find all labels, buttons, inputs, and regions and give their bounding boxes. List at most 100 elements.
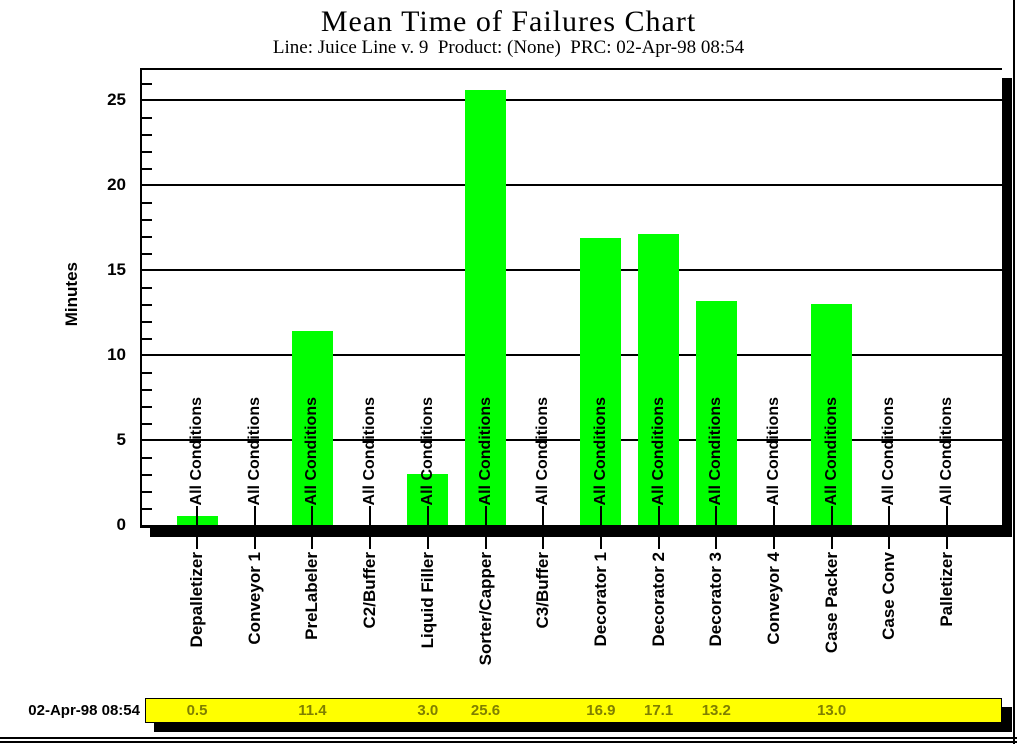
x-category-label: Conveyor 4 [764, 552, 783, 645]
y-minor-tick [142, 304, 152, 306]
page-border-right [1013, 0, 1015, 744]
y-tick-label: 25 [107, 90, 126, 109]
x-category-label: Decorator 1 [590, 552, 610, 647]
y-minor-tick [142, 236, 152, 238]
footer-value: 13.0 [817, 702, 847, 719]
bar-annotation-label: All Conditions [534, 396, 552, 505]
x-category-label: Liquid Filler [417, 552, 437, 649]
bar-annotation-connector [369, 506, 372, 525]
bar-annotation-connector [196, 506, 198, 525]
x-axis-tick [426, 536, 429, 549]
x-category-label: C3/Buffer [533, 552, 553, 629]
bar-annotation-label: All Conditions [361, 396, 379, 505]
x-axis-tick [715, 536, 718, 549]
bar-annotation-label: All Conditions [476, 396, 494, 505]
bar-annotation-connector [599, 506, 602, 525]
x-category-label: Case Packer [821, 552, 841, 654]
chart-subtitle: Line: Juice Line v. 9 Product: (None) PR… [272, 37, 745, 58]
bar-annotation-connector [426, 506, 429, 525]
bar-annotation-connector [715, 506, 718, 525]
bar [638, 234, 680, 525]
y-minor-tick [142, 372, 152, 374]
bottom-rule-top [0, 737, 1017, 739]
gridline [142, 439, 1002, 441]
x-axis-tick [542, 536, 545, 549]
y-minor-tick [142, 338, 152, 340]
bar [291, 331, 333, 525]
y-minor-tick [142, 253, 152, 255]
bar [811, 304, 853, 525]
x-category-label: Case Conv [879, 552, 899, 640]
bar [695, 301, 737, 525]
footer-value: 16.9 [586, 702, 616, 719]
bar-annotation-connector [311, 506, 314, 525]
bar [465, 90, 506, 525]
x-category-label: Conveyor 1 [244, 552, 264, 645]
x-category-label: Decorator 3 [706, 552, 726, 647]
y-tick-label: 5 [116, 430, 126, 449]
footer-value: 17.1 [643, 702, 674, 719]
footer-value: 13.2 [701, 702, 731, 719]
bar-annotation-label: All Conditions [188, 396, 205, 505]
y-minor-tick [142, 491, 152, 493]
x-axis-tick [369, 536, 372, 549]
y-minor-tick [142, 321, 152, 323]
y-tick-label: 0 [116, 515, 126, 534]
x-category-label: Sorter/Capper [475, 552, 495, 666]
bar-annotation-connector [542, 506, 545, 525]
x-axis-tick [311, 536, 314, 549]
y-minor-tick [142, 508, 152, 510]
footer-value: 0.5 [186, 702, 208, 719]
bar [580, 238, 622, 525]
y-minor-tick [142, 83, 152, 85]
y-tick-label: 15 [107, 260, 126, 279]
y-minor-tick [142, 117, 152, 119]
x-axis-tick [599, 536, 602, 549]
y-minor-tick [142, 168, 152, 170]
bar-annotation-label: All Conditions [245, 396, 263, 505]
bar-annotation-connector [657, 506, 660, 525]
bar-annotation-label: All Conditions [707, 396, 725, 505]
bar-annotation-connector [773, 506, 775, 525]
x-category-label: Decorator 2 [648, 552, 668, 647]
y-minor-tick [142, 423, 152, 425]
x-axis-tick [830, 536, 833, 549]
bar-annotation-label: All Conditions [765, 396, 782, 505]
bar-annotation-connector [484, 506, 487, 525]
bottom-rule-bottom [0, 741, 1017, 743]
footer-value-strip: 0.5 11.4 3.0 25.6 16.9 17.1 13.2 13.0 [145, 698, 1002, 723]
x-category-label: PreLabeler [302, 552, 322, 640]
y-minor-tick [142, 389, 152, 391]
x-axis-tick [253, 536, 256, 549]
x-axis-tick [773, 536, 775, 549]
x-axis-tick [657, 536, 660, 549]
y-tick-label: 10 [107, 345, 126, 364]
bar-annotation-connector [888, 506, 891, 525]
y-minor-tick [142, 151, 152, 153]
y-minor-tick [142, 474, 152, 476]
plot-area: All Conditions All Conditions All Conditio… [140, 68, 1002, 528]
bar-annotation-connector [946, 506, 949, 525]
bar-annotation-label: All Conditions [822, 396, 840, 505]
footer-value: 11.4 [298, 702, 327, 719]
bar-annotation-label: All Conditions [418, 396, 436, 505]
y-minor-tick [142, 287, 152, 289]
bar-annotation-connector [830, 506, 833, 525]
x-axis-tick [196, 536, 198, 549]
x-category-label: Depalletizer [187, 552, 206, 648]
bar-annotation-label: All Conditions [880, 396, 898, 505]
gridline [142, 184, 1002, 186]
x-axis-tick [888, 536, 891, 549]
bar-annotation-connector [253, 506, 256, 525]
x-category-label: Palletizer [937, 552, 957, 627]
x-axis-tick [484, 536, 487, 549]
gridline [142, 269, 1002, 271]
bar-annotation-label: All Conditions [591, 396, 609, 505]
y-tick-label: 20 [107, 175, 126, 194]
y-minor-tick [142, 406, 152, 408]
chart-title: Mean Time of Failures Chart [320, 5, 697, 38]
bar-annotation-label: All Conditions [649, 396, 667, 505]
gridline [142, 354, 1002, 356]
gridline [142, 99, 1002, 101]
